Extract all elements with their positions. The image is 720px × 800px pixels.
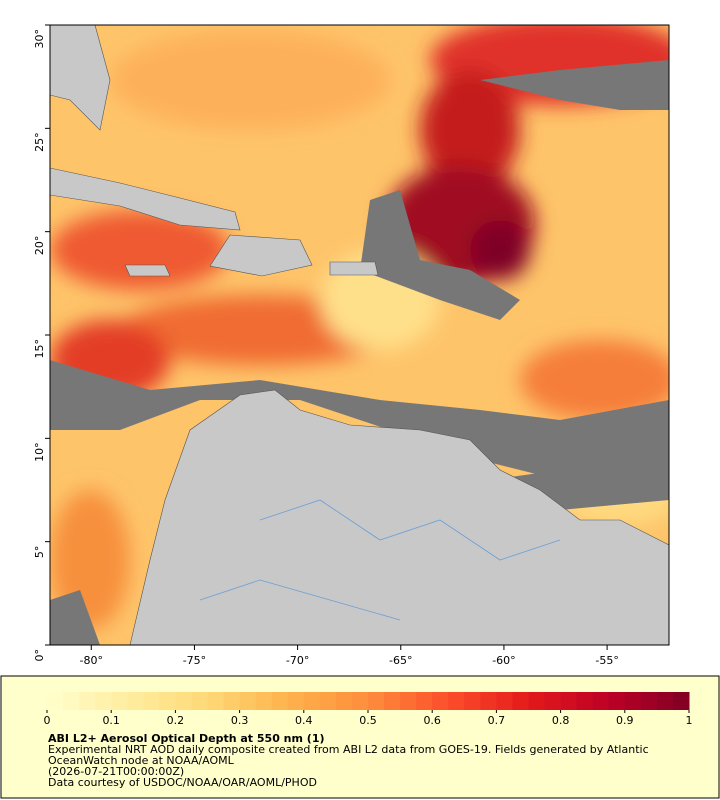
colorbar-step: [207, 692, 225, 710]
colorbar-step: [496, 692, 513, 710]
colorbar-step: [223, 692, 241, 710]
colorbar-step: [480, 692, 497, 710]
caption-line: (2026-07-21T00:00:00Z): [48, 765, 184, 778]
colorbar-step: [127, 692, 144, 710]
map-area: [50, 25, 669, 645]
rivers: [199, 499, 561, 621]
colorbar-step: [656, 692, 674, 710]
x-tick-label: -55°: [595, 654, 618, 667]
colorbar-step: [175, 692, 192, 710]
colorbar-tick-label: 0.3: [231, 714, 249, 727]
colorbar-step: [560, 692, 578, 710]
y-tick-label: 20°: [33, 236, 46, 256]
colorbar: 0 0.1 0.2 0.3 0.4 0.5 0.6 0.7 0.8 0.9 1: [44, 692, 693, 727]
colorbar-step: [335, 692, 353, 710]
colorbar-step: [528, 692, 546, 710]
caption-title: ABI L2+ Aerosol Optical Depth at 550 nm …: [48, 732, 325, 745]
colorbar-tick-label: 0: [44, 714, 51, 727]
colorbar-step: [63, 692, 80, 710]
colorbar-step: [159, 692, 176, 710]
colorbar-tick-label: 1: [686, 714, 693, 727]
axes: -80° -75° -70° -65° -60° -55° 0° 5° 10° 15° 20° 25°…: [33, 24, 619, 667]
colorbar-step: [351, 692, 369, 710]
colorbar-step: [544, 692, 562, 710]
x-tick-label: -60°: [492, 654, 515, 667]
y-tick-label: 30°: [33, 29, 46, 49]
colorbar-step: [608, 692, 626, 710]
y-tick-label: 25°: [33, 132, 46, 152]
colorbar-step: [576, 692, 594, 710]
x-tick-label: -70°: [286, 654, 309, 667]
colorbar-tick-label: 0.6: [423, 714, 441, 727]
colorbar-step: [303, 692, 321, 710]
aod-field: [50, 25, 669, 630]
colorbar-step: [95, 692, 112, 710]
colorbar-step: [287, 692, 305, 710]
y-tick-label: 15°: [33, 339, 46, 359]
caption-line: OceanWatch node at NOAA/AOML: [48, 754, 235, 767]
x-tick-label: -80°: [80, 654, 103, 667]
colorbar-step: [319, 692, 337, 710]
colorbar-step: [400, 692, 417, 710]
colorbar-step: [640, 692, 658, 710]
colorbar-step: [672, 692, 690, 710]
colorbar-step: [239, 692, 257, 710]
colorbar-step: [368, 692, 385, 710]
colorbar-step: [448, 692, 465, 710]
y-tick-label: 10°: [33, 442, 46, 462]
colorbar-step: [432, 692, 449, 710]
colorbar-step: [624, 692, 642, 710]
x-tick-label: -65°: [389, 654, 412, 667]
colorbar-tick-label: 0.8: [552, 714, 570, 727]
colorbar-tick-label: 0.2: [167, 714, 185, 727]
colorbar-step: [384, 692, 401, 710]
colorbar-tick-label: 0.7: [488, 714, 506, 727]
colorbar-step: [143, 692, 160, 710]
y-tick-label: 0°: [33, 649, 46, 662]
colorbar-step: [79, 692, 96, 710]
colorbar-step: [592, 692, 610, 710]
colorbar-step: [512, 692, 529, 710]
colorbar-step: [416, 692, 433, 710]
colorbar-step: [271, 692, 289, 710]
colorbar-step: [111, 692, 128, 710]
colorbar-step: [47, 692, 64, 710]
caption-line: Experimental NRT AOD daily composite cre…: [48, 743, 649, 756]
colorbar-tick-label: 0.1: [102, 714, 120, 727]
cloud-mask: [50, 60, 669, 645]
y-tick-label: 5°: [33, 546, 46, 559]
colorbar-step: [255, 692, 273, 710]
caption-line: Data courtesy of USDOC/NOAA/OAR/AOML/PHO…: [48, 776, 317, 789]
colorbar-tick-label: 0.5: [359, 714, 377, 727]
x-tick-label: -75°: [183, 654, 206, 667]
colorbar-step: [191, 692, 208, 710]
colorbar-step: [464, 692, 481, 710]
colorbar-tick-label: 0.4: [295, 714, 313, 727]
colorbar-tick-label: 0.9: [616, 714, 634, 727]
